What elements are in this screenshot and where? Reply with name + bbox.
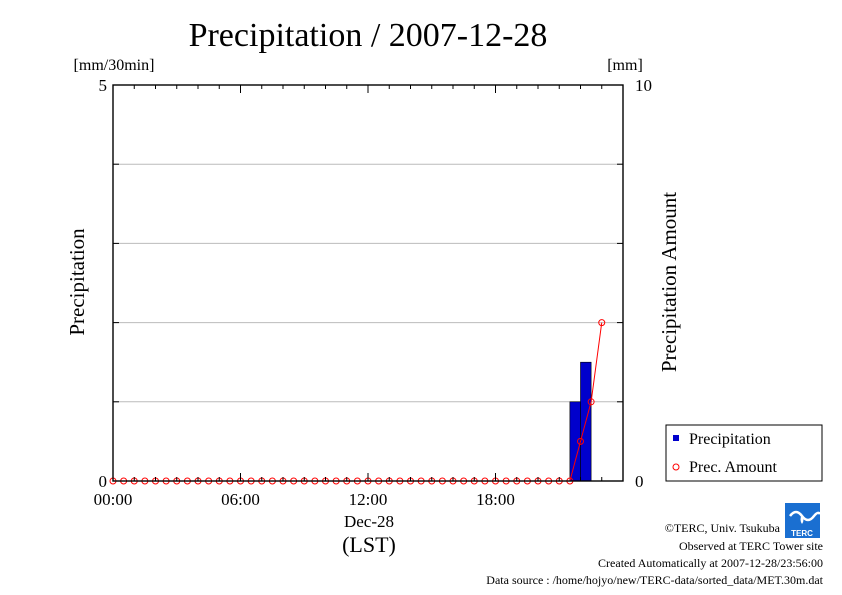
x-date-label: Dec-28 <box>344 512 394 531</box>
created-text: Created Automatically at 2007-12-28/23:5… <box>598 556 823 570</box>
logo-text: TERC <box>791 529 813 538</box>
x-tick-label: 12:00 <box>349 490 388 509</box>
y-tick-label-left: 0 <box>99 472 108 491</box>
y-tick-label-right: 0 <box>635 472 644 491</box>
legend-amount-label: Prec. Amount <box>689 459 778 476</box>
x-tick-label: 00:00 <box>94 490 133 509</box>
right-axis-label: Precipitation Amount <box>657 192 681 372</box>
plot-frame <box>112 84 624 482</box>
observed-text: Observed at TERC Tower site <box>679 539 823 553</box>
grid-lines <box>113 163 623 403</box>
legend-precip-swatch <box>673 435 679 441</box>
amount-point <box>598 319 606 327</box>
plot-border <box>112 84 624 482</box>
axis-ticks: 00:00 06:00 12:00 18:00 0 5 0 10 <box>94 76 652 509</box>
left-axis-label: Precipitation <box>65 228 89 336</box>
x-tick-label: 18:00 <box>476 490 515 509</box>
left-axis-unit: [mm/30min] <box>74 57 155 74</box>
chart-title: Precipitation / 2007-12-28 <box>189 17 548 54</box>
amount-point <box>587 398 595 406</box>
precipitation-bars <box>569 361 592 482</box>
legend-box <box>665 424 823 482</box>
x-unit-label: (LST) <box>342 532 396 557</box>
legend-amount-marker <box>672 463 680 471</box>
amount-point <box>577 437 584 445</box>
y-tick-label-left: 5 <box>99 76 108 95</box>
legend-precip-label: Precipitation <box>689 431 771 448</box>
x-tick-label: 06:00 <box>221 490 260 509</box>
data-source-text: Data source : /home/hojyo/new/TERC-data/… <box>486 573 823 587</box>
y-tick-label-right: 10 <box>635 76 652 95</box>
terc-logo: TERC <box>785 503 822 538</box>
precip-bar <box>569 401 581 482</box>
right-axis-unit: [mm] <box>607 57 643 74</box>
copyright-text: ©TERC, Univ. Tsukuba <box>665 521 781 535</box>
legend: Precipitation Prec. Amount <box>665 424 823 482</box>
